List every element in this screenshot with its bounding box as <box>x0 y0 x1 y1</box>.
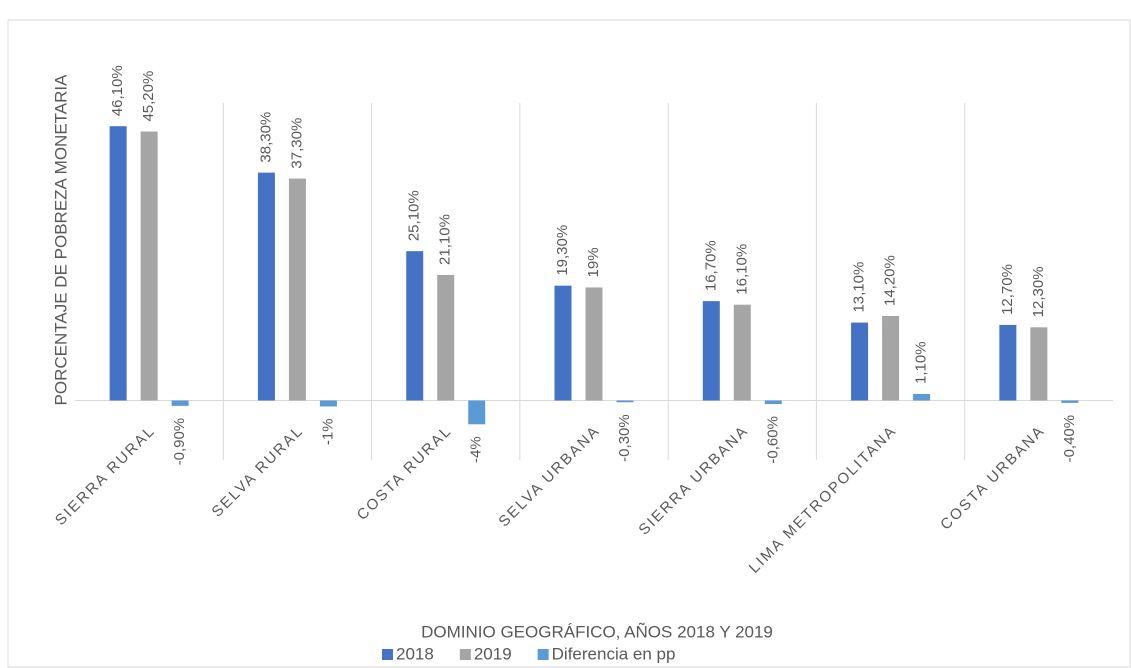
legend-swatch <box>537 649 549 660</box>
data-label: 12,30% <box>1030 266 1047 317</box>
data-label: 14,20% <box>882 255 899 306</box>
legend-label: Diferencia en pp <box>552 644 676 663</box>
data-label: -0,30% <box>616 414 633 462</box>
bar <box>257 172 275 401</box>
bar <box>999 324 1017 401</box>
data-label: 21,10% <box>437 214 454 265</box>
data-label: 16,70% <box>702 240 719 291</box>
legend-label: 2018 <box>396 644 434 663</box>
bar <box>702 301 720 401</box>
legend-swatch <box>382 649 393 660</box>
bar <box>288 178 306 401</box>
bar <box>406 251 424 401</box>
data-label: 19,30% <box>554 225 571 276</box>
bar <box>109 126 127 401</box>
data-label: 19% <box>585 247 602 277</box>
data-label: -0,90% <box>171 418 188 466</box>
bar <box>171 400 189 406</box>
data-label: 25,10% <box>406 190 423 241</box>
data-label: 46,10% <box>109 65 126 116</box>
legend-swatch <box>459 649 471 660</box>
bar <box>585 287 603 401</box>
bar <box>616 400 634 403</box>
x-axis-title: DOMINIO GEOGRÁFICO, AÑOS 2018 Y 2019 <box>421 622 773 641</box>
data-label: -4% <box>468 436 485 463</box>
bar <box>1030 327 1048 401</box>
data-label: 45,20% <box>140 71 157 122</box>
bar <box>882 316 900 401</box>
data-label: 16,10% <box>733 244 750 295</box>
bar <box>319 400 337 407</box>
data-label: 1,10% <box>913 341 930 384</box>
bar <box>1061 400 1079 403</box>
bar <box>554 285 572 401</box>
data-label: -0,40% <box>1061 415 1078 463</box>
y-axis-title: PORCENTAJE DE POBREZA MONETARIA <box>51 74 70 406</box>
bar <box>913 393 931 401</box>
bar <box>764 400 782 405</box>
legend-label: 2019 <box>474 644 512 663</box>
bar <box>140 131 158 401</box>
bar <box>468 400 486 425</box>
data-label: -0,60% <box>764 416 781 464</box>
bar <box>733 304 751 401</box>
data-label: 37,30% <box>288 118 305 169</box>
data-label: 38,30% <box>257 112 274 163</box>
data-label: -1% <box>319 418 336 445</box>
bar <box>437 274 455 401</box>
data-label: 12,70% <box>999 264 1016 315</box>
data-label: 13,10% <box>851 262 868 313</box>
bar <box>851 322 869 401</box>
